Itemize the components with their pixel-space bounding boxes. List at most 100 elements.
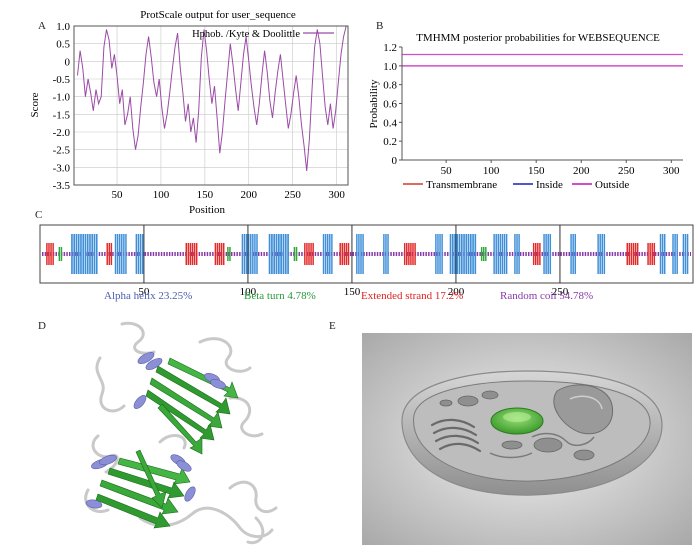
beta-turn-segment — [229, 247, 231, 261]
chart-a-y-ticks: 1.0 0.5 0 -0.5 -1.0 -1.5 -2.0 -2.5 -3.0 -3.5 — [53, 21, 71, 192]
alpha-helix-segment — [449, 234, 452, 274]
extended-strand-segment — [539, 243, 541, 265]
extended-strand-segment — [216, 243, 219, 265]
hydrophobicity-line — [77, 25, 347, 171]
alpha-helix-segment — [456, 234, 459, 274]
alpha-helix-segment — [84, 234, 87, 274]
alpha-helix-segment — [256, 234, 258, 274]
chart-a-xtick-label: 100 — [153, 189, 170, 201]
alpha-helix-segment — [439, 234, 441, 274]
chart-a-ytick-label: -1.5 — [53, 109, 71, 121]
structure-position-ticks: 50 100 150 200 250 — [138, 225, 569, 298]
extended-strand-segment — [214, 243, 217, 265]
alpha-helix-segment — [383, 234, 385, 274]
alpha-helix-segment — [95, 234, 98, 274]
beta-turn-segment — [480, 247, 483, 261]
alpha-helix-segment — [501, 234, 504, 274]
alpha-helix-segment — [280, 234, 282, 274]
beta-turn-segment — [482, 247, 485, 261]
chart-b-ylabel: Probability — [368, 79, 380, 128]
chart-a-xtick-label: 250 — [284, 189, 301, 201]
alpha-helix-segment — [121, 234, 123, 274]
alpha-helix-segment — [686, 234, 689, 274]
alpha-helix-segment — [684, 234, 687, 274]
extended-strand-segment — [347, 243, 350, 265]
beta-sheet-lower — [95, 449, 191, 529]
chart-a-ytick-label: -3.0 — [53, 162, 71, 174]
alpha-helix-segment — [601, 234, 604, 274]
vacuole — [553, 384, 614, 435]
alpha-helix-segment — [282, 234, 285, 274]
extended-strand-segment — [410, 243, 412, 265]
beta-turn-segment — [485, 247, 487, 261]
stat-extended-strand: Extended strand 17.2% — [361, 290, 464, 302]
extended-strand-segment — [649, 243, 651, 265]
alpha-helix-segment — [356, 234, 358, 274]
extended-strand-segment — [310, 243, 312, 265]
position-tick-label: 50 — [138, 286, 150, 298]
alpha-helix-segment — [362, 234, 364, 274]
alpha-helix-segment — [241, 234, 244, 274]
alpha-helix-segment — [324, 234, 327, 274]
chart-b-xtick-label: 200 — [573, 165, 590, 177]
chart-a-title: ProtScale output for user_sequence — [140, 9, 296, 21]
alpha-helix-segment — [80, 234, 82, 274]
legend-inside: Inside — [536, 179, 563, 191]
chart-a-legend-label: Hphob. /Kyte & Doolittle — [192, 29, 300, 40]
alpha-helix-segment — [75, 234, 78, 274]
chart-b-x-ticks: 50 100 150 200 250 300 — [441, 160, 680, 177]
extended-strand-segment — [339, 243, 341, 265]
beta-turn-segment — [227, 247, 229, 261]
alpha-helix-segment — [469, 234, 472, 274]
extended-strand-segment — [408, 243, 410, 265]
chart-b-series — [402, 53, 683, 161]
alpha-helix-segment — [123, 234, 125, 274]
alpha-helix-segment — [437, 234, 439, 274]
panel-label-e: E — [329, 320, 336, 332]
extended-strand-segment — [651, 243, 653, 265]
alpha-helix-segment — [287, 234, 289, 274]
structure-segments — [46, 234, 689, 274]
alpha-helix-segment — [603, 234, 606, 274]
alpha-helix-segment — [322, 234, 325, 274]
chart-b-xtick-label: 300 — [663, 165, 680, 177]
alpha-helix-segment — [518, 234, 520, 274]
alpha-helix-segment — [493, 234, 495, 274]
alpha-helix-segment — [505, 234, 508, 274]
chart-a-frame — [73, 25, 349, 186]
chart-a-legend: Hphob. /Kyte & Doolittle — [192, 29, 334, 40]
extended-strand-segment — [634, 243, 637, 265]
chart-a-xtick-label: 150 — [197, 189, 214, 201]
alpha-helix-segment — [77, 234, 80, 274]
extended-strand-segment — [628, 243, 631, 265]
alpha-helix-segment — [467, 234, 470, 274]
alpha-helix-segment — [547, 234, 549, 274]
alpha-helix-segment — [268, 234, 271, 274]
stat-random-coil: Random coil 54.78% — [500, 290, 594, 302]
alpha-helix-segment — [472, 234, 474, 274]
extended-strand-segment — [48, 243, 50, 265]
extended-strand-segment — [185, 243, 188, 265]
alpha-helix-segment — [570, 234, 572, 274]
alpha-helix-segment — [135, 234, 138, 274]
chart-a-ytick-label: -3.5 — [53, 180, 71, 192]
alpha-helix-segment — [273, 234, 276, 274]
protein-loops — [84, 321, 278, 545]
alpha-helix-segment — [284, 234, 287, 274]
alpha-helix-segment — [93, 234, 96, 274]
chart-b-legend: Transmembrane Inside Outside — [403, 179, 629, 191]
extended-strand-segment — [191, 243, 194, 265]
panel-label-b: B — [376, 20, 384, 32]
alpha-helix-segment — [360, 234, 362, 274]
alpha-helix-segment — [243, 234, 246, 274]
alpha-helix-segment — [597, 234, 599, 274]
chart-b-ytick-label: 0.6 — [383, 99, 397, 111]
extended-strand-segment — [626, 243, 628, 265]
extended-strand-segment — [193, 243, 196, 265]
extended-strand-segment — [537, 243, 539, 265]
alpha-helix-segment — [91, 234, 94, 274]
chart-b-y-ticks: 0 0.2 0.4 0.6 0.8 1.0 1.2 — [383, 42, 402, 167]
chart-b-xtick-label: 50 — [441, 165, 453, 177]
extended-strand-segment — [222, 243, 225, 265]
chart-a-ytick-label: 0.5 — [56, 39, 70, 51]
